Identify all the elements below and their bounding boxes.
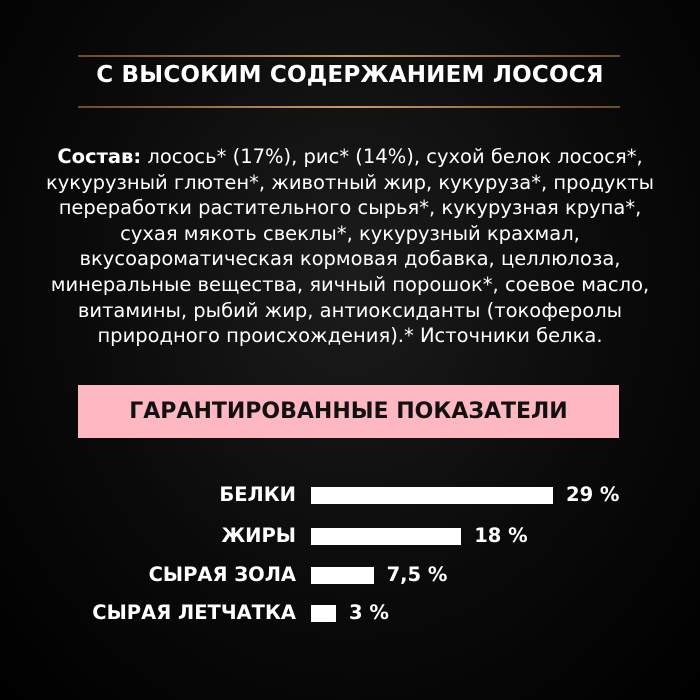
composition-line: природного происхождения).* Источники бе…: [97, 324, 603, 348]
bar-label: СЫРАЯ ЗОЛА: [148, 563, 296, 586]
composition-line: минеральные вещества, яичный порошок*, с…: [50, 272, 650, 296]
guaranteed-analysis-banner: ГАРАНТИРОВАННЫЕ ПОКАЗАТЕЛИ: [78, 385, 619, 438]
composition-line: витамины, рыбий жир, антиоксиданты (токо…: [77, 298, 623, 322]
composition-line-text: лосось* (17%), рис* (14%), сухой белок л…: [141, 145, 643, 168]
composition-line: Состав: лосось* (17%), рис* (14%), сухой…: [0, 144, 700, 170]
bar-value-label: 29 %: [566, 483, 620, 506]
composition-line: вкусоароматическая кормовая добавка, цел…: [79, 247, 621, 271]
bottom-gold-rule: [78, 106, 620, 108]
top-gold-rule: [78, 55, 620, 57]
chart-row: СЫРАЯ ЗОЛА 7,5 %: [0, 563, 700, 586]
guaranteed-analysis-title: ГАРАНТИРОВАННЫЕ ПОКАЗАТЕЛИ: [129, 399, 568, 424]
bar: [311, 567, 374, 584]
headline: С ВЫСОКИМ СОДЕРЖАНИЕМ ЛОСОСЯ: [96, 62, 604, 88]
composition-label: Состав:: [57, 145, 142, 168]
bar: [311, 605, 337, 622]
bar-label: ЖИРЫ: [221, 524, 296, 547]
bar-label: СЫРАЯ ЛЕТЧАТКА: [92, 601, 296, 624]
composition-line: переработки растительного сырья*, кукуру…: [58, 196, 642, 220]
chart-row: СЫРАЯ ЛЕТЧАТКА 3 %: [0, 601, 700, 624]
bar-value-label: 18 %: [474, 524, 528, 547]
bar-value-label: 3 %: [349, 601, 389, 624]
chart-row: ЖИРЫ 18 %: [0, 524, 700, 547]
composition-line: сухая мякоть свеклы*, кукурузный крахмал…: [120, 221, 580, 245]
bar: [311, 487, 553, 504]
composition-text: Состав: лосось* (17%), рис* (14%), сухой…: [0, 144, 700, 349]
bar: [311, 528, 462, 545]
bar-label: БЕЛКИ: [219, 483, 296, 506]
chart-row: БЕЛКИ 29 %: [0, 483, 700, 506]
composition-line: кукурузный глютен*, животный жир, кукуру…: [45, 170, 654, 194]
bar-value-label: 7,5 %: [386, 563, 448, 586]
